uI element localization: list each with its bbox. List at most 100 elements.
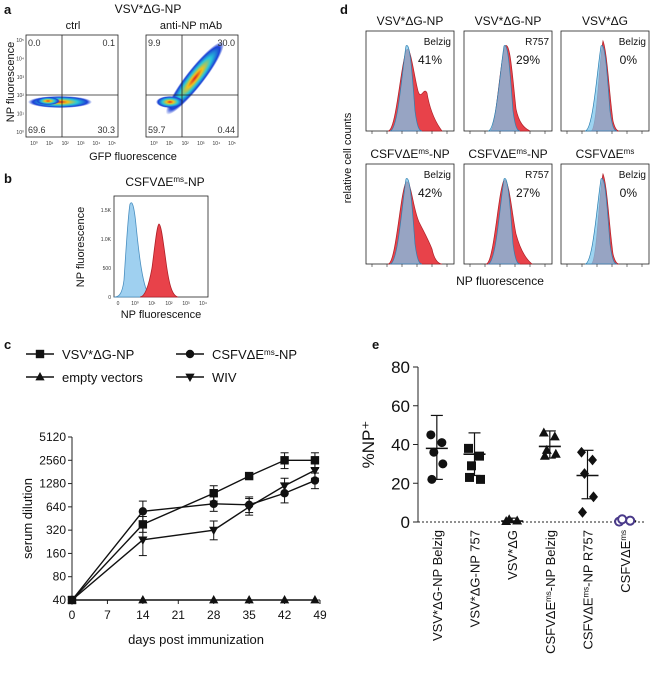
panel-a-ytick: 10⁴ bbox=[16, 56, 24, 62]
panel-d-hist-blue bbox=[487, 178, 521, 265]
panel-e-point bbox=[512, 515, 523, 525]
panel-a-ytick: 10³ bbox=[17, 75, 25, 81]
panel-d-tile-title: VSV*ΔG-NP bbox=[377, 14, 444, 28]
panel-d-tile-title: VSV*ΔG bbox=[582, 14, 628, 28]
panel-e-point bbox=[467, 461, 476, 471]
panel-b-ylabel: NP fluorescence bbox=[75, 207, 87, 288]
panel-e-category-label-sup: ms bbox=[619, 530, 628, 541]
panel-c-point bbox=[209, 499, 218, 509]
panel-c-point bbox=[244, 594, 254, 604]
panel-a-ytick: 10² bbox=[17, 93, 25, 99]
panel-d-tile-source: Belzig bbox=[619, 170, 646, 181]
panel-a-letter: a bbox=[4, 2, 12, 17]
panel-c-xtick-label: 0 bbox=[69, 608, 76, 622]
panel-e-category: CSFVΔEms bbox=[614, 514, 637, 593]
panel-e-category-label-main: CSFVΔE bbox=[543, 602, 558, 654]
panel-e-ytick-label: 20 bbox=[391, 474, 410, 493]
panel-e-point bbox=[465, 472, 474, 482]
panel-c-legend-entry: CSFVΔEms-NP bbox=[176, 347, 297, 362]
panel-d-tile-title: CSFVΔEms-NP bbox=[370, 147, 449, 161]
panel-c-xlabel: days post immunization bbox=[128, 632, 264, 647]
panel-d-tile-percent: 41% bbox=[418, 53, 442, 67]
panel-e-point bbox=[578, 506, 587, 518]
panel-d-tile: CSFVΔEms-NP R757 27% bbox=[463, 147, 553, 267]
panel-c-letter: c bbox=[4, 337, 11, 352]
panel-e-category: VSV*ΔG-NP 757 bbox=[463, 432, 486, 627]
panel-c-xtick-label: 14 bbox=[136, 608, 150, 622]
panel-e-point bbox=[549, 431, 560, 441]
panel-e-category-label-main: CSFVΔE bbox=[581, 597, 596, 649]
panel-c-legend-label-sup: ms bbox=[264, 348, 275, 357]
panel-e-point bbox=[577, 446, 586, 458]
panel-a-plot1: 0.0 0.1 69.6 30.3 bbox=[25, 34, 119, 138]
panel-c-ytick-label: 80 bbox=[53, 570, 67, 584]
panel-c-point bbox=[310, 466, 320, 476]
panel-b-title: CSFVΔEms-NP bbox=[125, 175, 204, 189]
panel-a-plot2: 9.9 30.0 59.7 0.44 bbox=[145, 34, 239, 138]
panel-d-tile-title-sup: ms bbox=[516, 147, 527, 156]
panel-a-xtick: 10⁵ bbox=[228, 141, 236, 147]
panel-e-point bbox=[539, 450, 550, 460]
panel-c-point bbox=[138, 507, 148, 516]
panel-e-point bbox=[625, 515, 636, 526]
panel-c-legend-marker bbox=[185, 349, 195, 359]
panel-a-xtick: 10³ bbox=[77, 141, 85, 147]
panel-d-tile: CSFVΔEms-NP Belzig 42% bbox=[365, 147, 455, 267]
panel-a-xtick: 10⁵ bbox=[108, 141, 116, 147]
panel-a-plot1-q-lr: 30.3 bbox=[97, 125, 115, 135]
panel-d-letter: d bbox=[340, 2, 348, 17]
panel-b-xtick: 0 bbox=[117, 301, 120, 307]
panel-b-ytick: 1.0K bbox=[101, 237, 112, 243]
panel-a-xtick: 10⁴ bbox=[93, 141, 101, 147]
panel-c-legend-label: WIV bbox=[212, 370, 237, 385]
panel-e-ytick-label: 60 bbox=[391, 397, 410, 416]
panel-e-ytick-label: 40 bbox=[391, 436, 410, 455]
panel-e-point bbox=[589, 491, 598, 503]
panel-c-series bbox=[67, 472, 320, 605]
panel-c-series-line bbox=[71, 479, 316, 601]
panel-e-category-label: VSV*ΔG-NP Belzig bbox=[430, 530, 445, 641]
panel-a-plot2-q-lr: 0.44 bbox=[217, 125, 235, 135]
panel-e-point bbox=[437, 438, 447, 448]
panel-c-legend-label-main: CSFVΔE bbox=[212, 347, 264, 362]
panel-b-title-sup: ms bbox=[173, 175, 184, 184]
panel-c-xtick-label: 7 bbox=[104, 608, 111, 622]
panel-d-tile-source: Belzig bbox=[424, 37, 451, 48]
panel-a-ytick: 10¹ bbox=[17, 112, 25, 118]
panel-b-xlabel: NP fluorescence bbox=[121, 309, 202, 321]
panel-a-ylabel: NP fluorescence bbox=[5, 42, 17, 123]
panel-b-xtick: 10² bbox=[165, 301, 173, 307]
panel-a-ytick: 10⁰ bbox=[16, 130, 24, 136]
panel-a-xtick: 10⁴ bbox=[213, 141, 221, 147]
panel-a-plot1-label: ctrl bbox=[66, 20, 81, 32]
panel-e-category-label-main: CSFVΔE bbox=[618, 540, 633, 592]
panel-d-ylabel: relative cell counts bbox=[342, 112, 354, 203]
panel-c-xtick-label: 49 bbox=[313, 608, 327, 622]
panel-e-category: CSFVΔEms-NP R757 bbox=[576, 446, 599, 650]
panel-a-xlabel: GFP fluorescence bbox=[89, 151, 177, 163]
panel-e-point bbox=[426, 430, 436, 440]
panel-b-xtick: 10⁴ bbox=[199, 301, 207, 307]
panel-b-xtick: 10⁰ bbox=[131, 301, 139, 307]
panel-d-hist-blue bbox=[487, 45, 521, 132]
panel-d-tile-percent: 0% bbox=[620, 186, 638, 200]
panel-d-tile-source: Belzig bbox=[619, 37, 646, 48]
panel-c-legend-label: empty vectors bbox=[62, 370, 143, 385]
panel-e-category-label: CSFVΔEms-NP Belzig bbox=[543, 530, 558, 654]
panel-d-tile-title: VSV*ΔG-NP bbox=[475, 14, 542, 28]
panel-e-point bbox=[429, 447, 439, 457]
panel-c-legend-marker bbox=[185, 373, 195, 383]
panel-c-legend-marker bbox=[35, 349, 45, 359]
panel-e-category: VSV*ΔG-NP Belzig bbox=[425, 414, 448, 641]
panel-e-category-label-tail: -NP Belzig bbox=[543, 530, 558, 591]
panel-e-category-label-tail: -NP R757 bbox=[581, 530, 596, 587]
panel-e-ytick-label: 80 bbox=[391, 358, 410, 377]
panel-e-point bbox=[476, 474, 485, 484]
panel-e-category: VSV*ΔG bbox=[501, 514, 524, 580]
panel-e-point bbox=[504, 514, 515, 524]
panel-c-point bbox=[209, 594, 219, 604]
panel-e-point bbox=[475, 451, 484, 461]
panel-e-point bbox=[588, 454, 597, 466]
